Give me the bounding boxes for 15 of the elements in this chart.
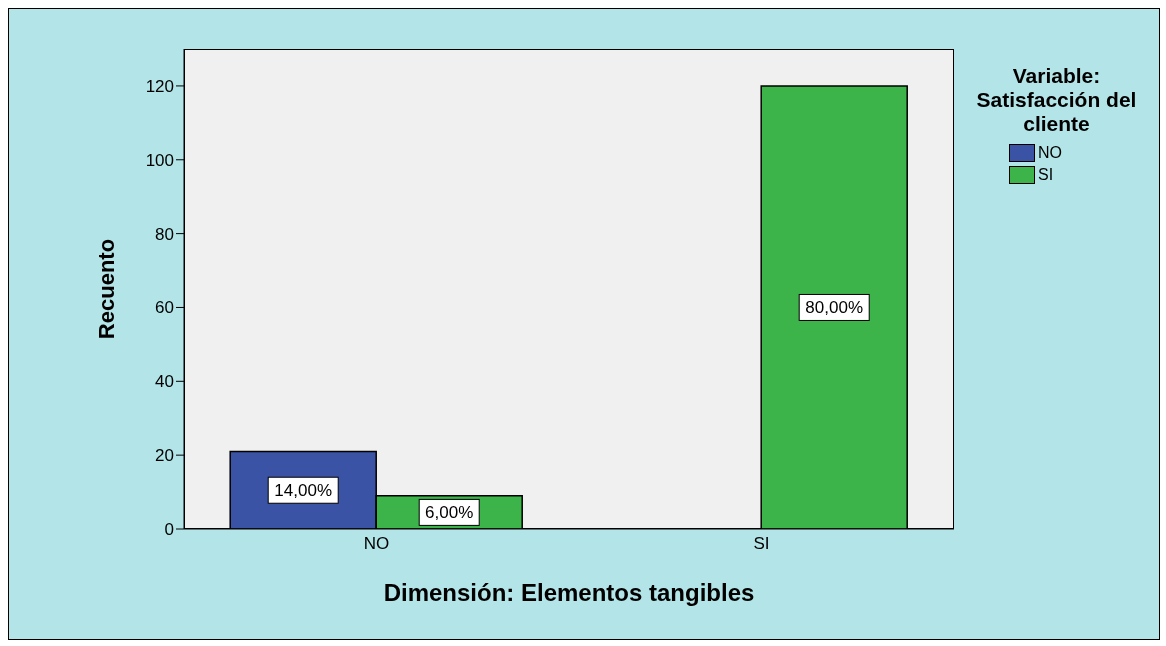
y-axis-title: Recuento: [93, 238, 119, 340]
y-tick-label: 60: [155, 298, 174, 318]
legend-label: NO: [1038, 144, 1062, 162]
legend-title: Variable: Satisfacción del cliente: [975, 64, 1138, 136]
y-tick-label: 80: [155, 224, 174, 244]
annotation: 80,00%: [805, 298, 864, 318]
y-tick-label: 40: [155, 372, 174, 392]
legend-label: SI: [1038, 166, 1054, 184]
x-axis-title: Dimensión: Elementos tangibles: [383, 579, 755, 606]
annotation: 14,00%: [274, 481, 333, 501]
y-tick-label: 120: [145, 76, 174, 96]
annotation: 6,00%: [425, 503, 474, 523]
y-tick-label: 20: [155, 446, 174, 466]
y-tick-label: 100: [145, 150, 174, 170]
y-tick-label: 0: [164, 520, 174, 540]
